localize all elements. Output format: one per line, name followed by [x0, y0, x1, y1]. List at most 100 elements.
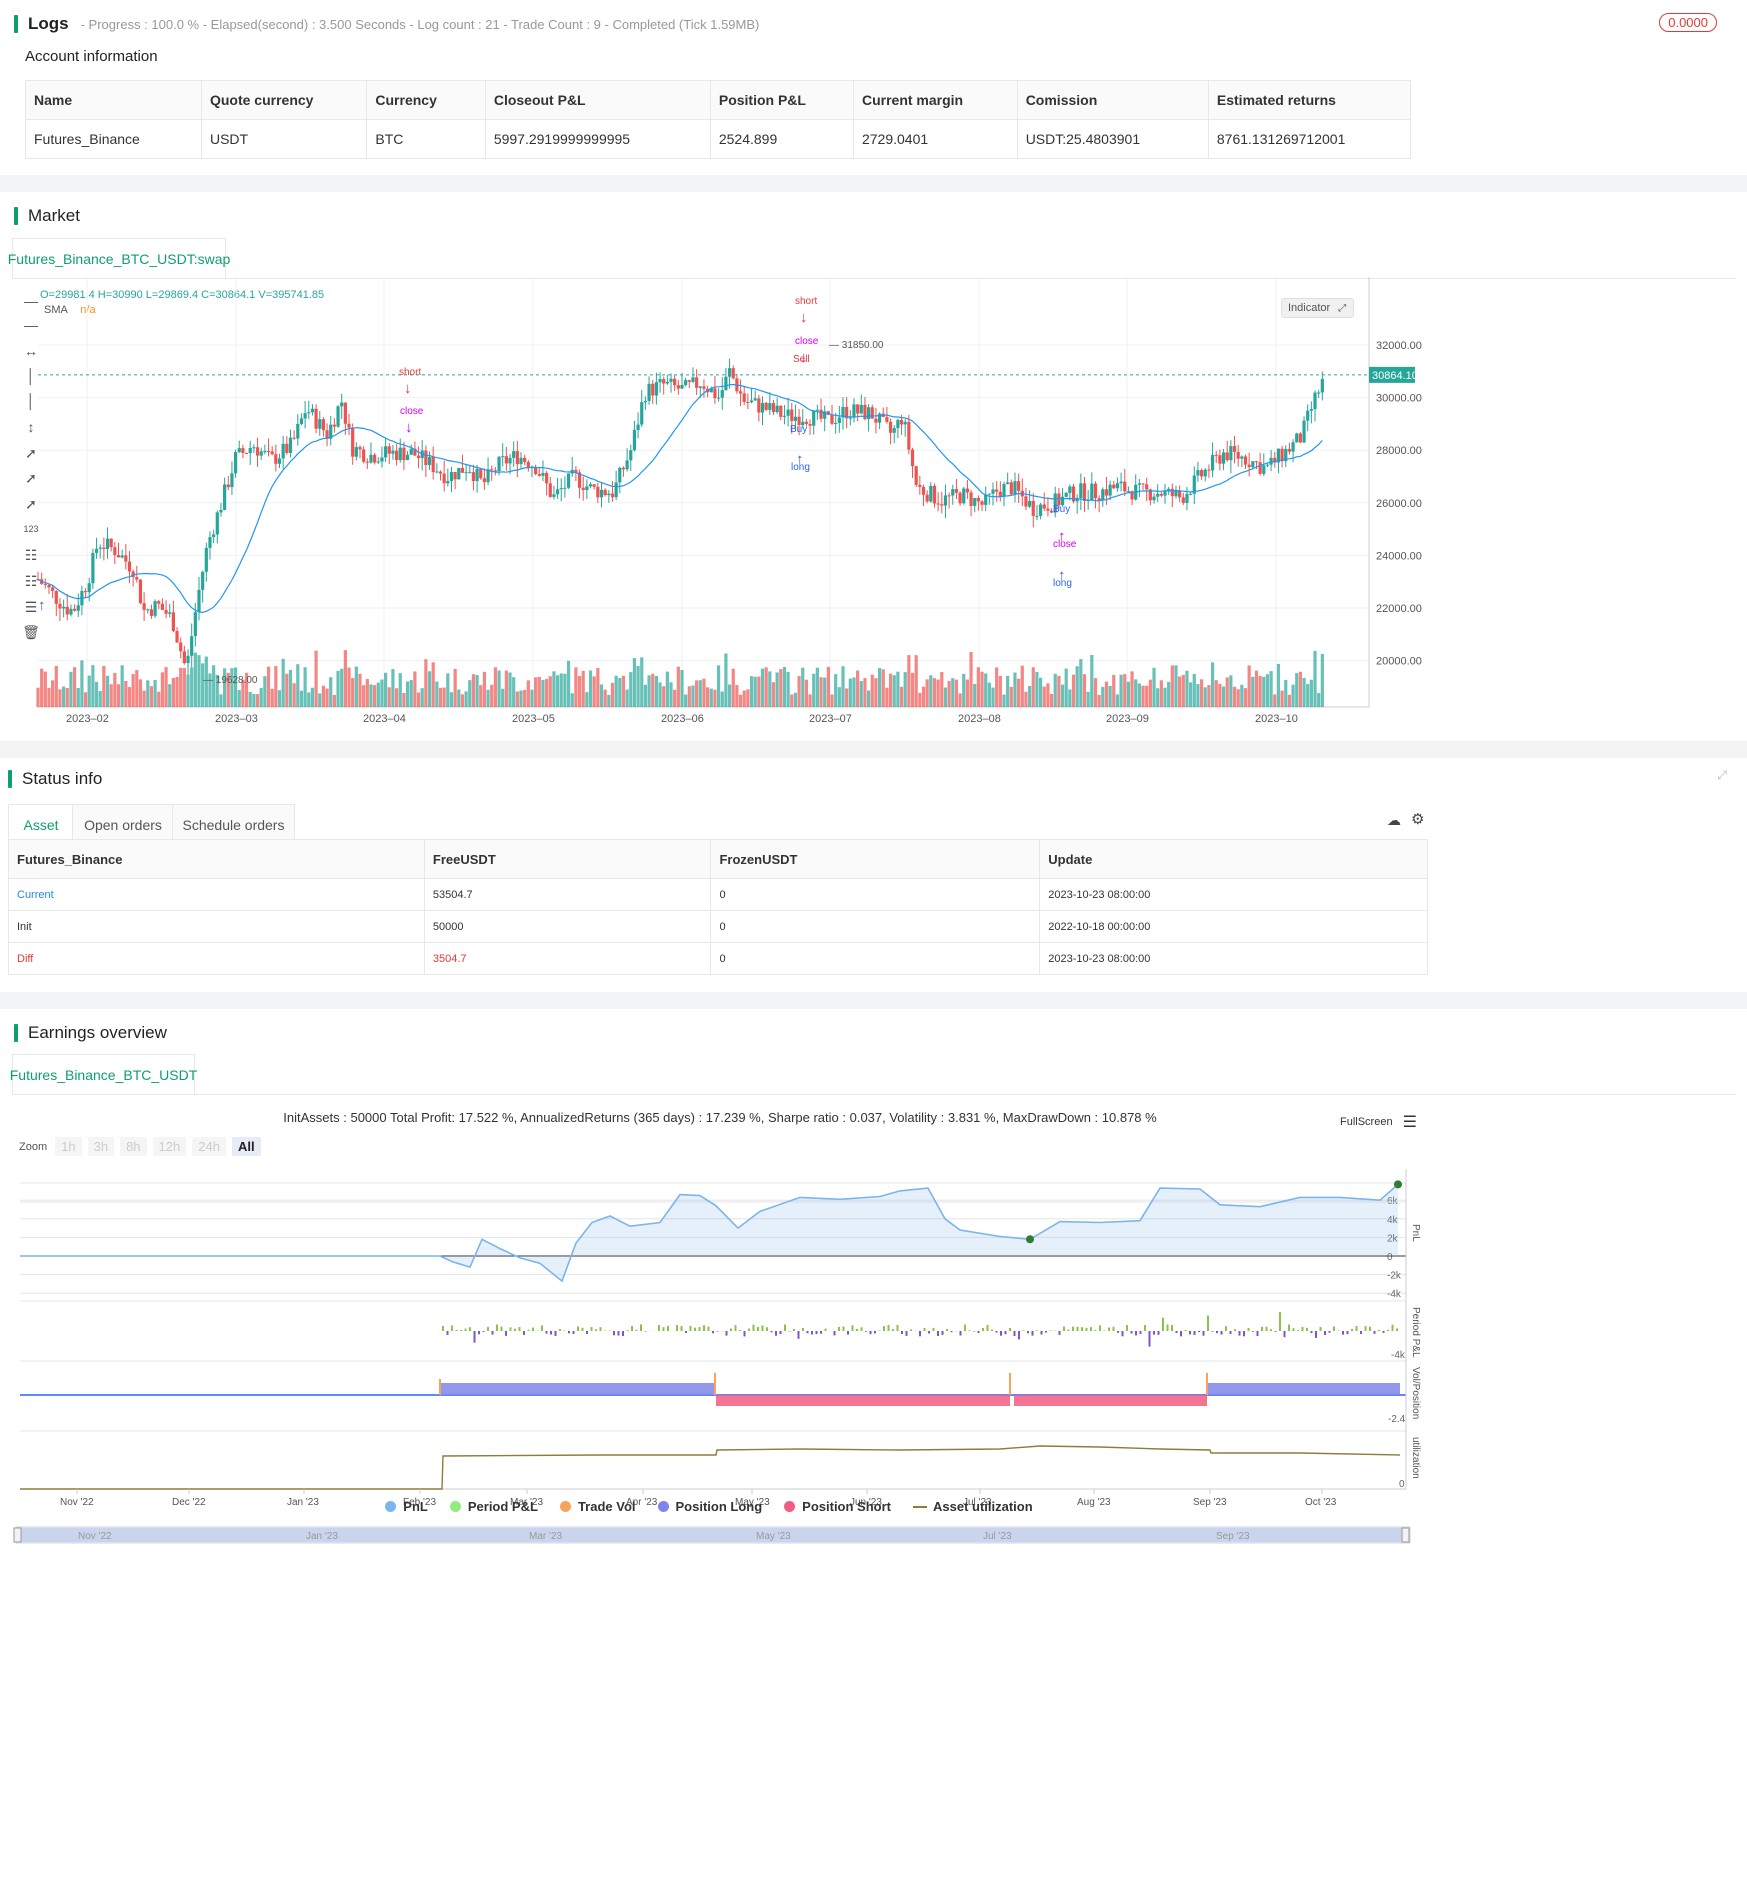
- asset-cell: 2023-10-23 08:00:00: [1039, 878, 1428, 911]
- extended-line-icon[interactable]: ↔: [24, 343, 38, 359]
- candle-body: [351, 427, 355, 457]
- candle-body: [1119, 481, 1123, 484]
- candle-body: [340, 402, 344, 407]
- candle-body: [874, 418, 878, 423]
- pnl-tick: 0: [1387, 1252, 1393, 1263]
- segment-icon[interactable]: ➚: [25, 496, 37, 512]
- legend-item[interactable]: Trade Vol: [559, 1499, 636, 1514]
- candle-body: [658, 379, 662, 383]
- tab-asset[interactable]: Asset: [8, 804, 74, 845]
- volume-bar: [1214, 680, 1218, 707]
- candle-body: [1167, 488, 1171, 491]
- period-bar: [1121, 1331, 1124, 1337]
- earnings-panel: Earnings overview Futures_Binance_BTC_US…: [0, 1009, 1747, 1899]
- candle-body: [303, 413, 307, 419]
- candle-body: [1306, 410, 1310, 421]
- candle-body: [69, 608, 73, 615]
- volume-bar: [757, 676, 761, 707]
- volume-bar: [607, 694, 611, 707]
- horizontal-ray-icon[interactable]: —: [24, 317, 38, 333]
- gear-icon[interactable]: ⚙: [1411, 811, 1425, 828]
- volume-bar: [354, 666, 358, 707]
- candle-body: [362, 449, 366, 462]
- candle-body: [468, 472, 472, 474]
- legend-item[interactable]: PnL: [385, 1499, 428, 1514]
- zoom-all[interactable]: All: [231, 1137, 261, 1156]
- period-bar: [446, 1331, 449, 1335]
- volume-bar: [654, 675, 658, 707]
- period-bar: [1301, 1326, 1304, 1331]
- tab-market-symbol[interactable]: Futures_Binance_BTC_USDT:swap: [8, 238, 230, 279]
- signal-label: short: [795, 296, 817, 307]
- zoom-24h[interactable]: 24h: [192, 1137, 226, 1156]
- period-bar: [1274, 1331, 1277, 1332]
- volume-bar: [1093, 678, 1098, 707]
- period-bar: [1261, 1326, 1263, 1331]
- fullscreen-button[interactable]: FullScreen ☰: [1340, 1112, 1417, 1132]
- candle-body: [592, 484, 596, 487]
- volume-bar: [925, 679, 929, 707]
- period-bar: [1369, 1326, 1371, 1331]
- candle-body: [1082, 483, 1087, 501]
- horizontal-line-icon[interactable]: —: [24, 293, 38, 309]
- asset-cell: 2023-10-23 08:00:00: [1039, 942, 1428, 975]
- volume-bar: [146, 680, 150, 707]
- candle-body: [929, 485, 933, 502]
- vertical-line-icon[interactable]: │: [26, 368, 36, 384]
- period-bar: [563, 1330, 566, 1331]
- price-range-icon[interactable]: 123: [23, 524, 39, 534]
- zoom-12h[interactable]: 12h: [152, 1137, 187, 1156]
- fib-icon[interactable]: ☷: [24, 573, 38, 589]
- tab-schedule-orders[interactable]: Schedule orders: [172, 804, 295, 845]
- volume-bar: [138, 679, 143, 707]
- volume-bar: [903, 672, 907, 707]
- legend-item[interactable]: Period P&L: [449, 1499, 538, 1514]
- candle-body: [877, 413, 882, 423]
- parallel-channel-icon[interactable]: ☷: [24, 547, 38, 563]
- candle-body: [153, 601, 157, 616]
- legend-item[interactable]: Position Short: [784, 1499, 891, 1514]
- zoom-3h[interactable]: 3h: [87, 1137, 115, 1156]
- ruler-icon[interactable]: ☰: [24, 599, 38, 615]
- volume-bar: [493, 667, 497, 707]
- candle-body: [270, 451, 274, 455]
- volume-bar: [965, 679, 970, 707]
- period-bar: [590, 1327, 593, 1331]
- x-tick-label: Jul '23: [963, 1497, 992, 1508]
- candle-body: [336, 406, 340, 427]
- volume-bar: [215, 674, 219, 707]
- candlestick-chart[interactable]: 32000.00 30000.00 28000.00 26000.00 24000.00…: [0, 192, 1440, 741]
- zoom-8h[interactable]: 8h: [120, 1137, 147, 1156]
- period-bar: [1036, 1330, 1038, 1331]
- candle-body: [1064, 492, 1068, 497]
- trash-icon[interactable]: 🗑: [22, 624, 40, 640]
- volume-bar: [102, 665, 106, 707]
- candle-body: [804, 421, 809, 424]
- indicator-button[interactable]: Indicator ⤢: [1281, 298, 1354, 318]
- legend-item[interactable]: Asset utilization: [913, 1499, 1033, 1514]
- candle-body: [318, 419, 322, 429]
- volume-bar: [1254, 670, 1259, 707]
- zoom-1h[interactable]: 1h: [55, 1137, 82, 1156]
- asset-cell: 0: [710, 878, 1041, 911]
- period-bar: [743, 1331, 746, 1337]
- menu-icon[interactable]: ☰: [1402, 1114, 1417, 1131]
- navigator-tick: Mar '23: [529, 1531, 562, 1542]
- volume-bar: [113, 672, 117, 707]
- candle-body: [343, 402, 347, 424]
- legend-item[interactable]: Position Long: [657, 1499, 762, 1514]
- cloud-icon[interactable]: ☁: [1387, 812, 1401, 828]
- collapse-icon[interactable]: ⤢: [1717, 768, 1727, 782]
- earnings-header: Earnings overview: [14, 1023, 167, 1043]
- vertical-extended-icon[interactable]: ↕: [27, 419, 35, 435]
- tab-earnings-symbol[interactable]: Futures_Binance_BTC_USDT: [10, 1054, 197, 1095]
- trend-line-icon[interactable]: ➚: [25, 445, 37, 461]
- ray-icon[interactable]: ➚: [25, 470, 37, 486]
- volume-bar: [1082, 674, 1087, 707]
- tab-open-orders[interactable]: Open orders: [72, 804, 174, 845]
- volume-bar: [808, 694, 812, 707]
- volume-bar: [223, 668, 227, 707]
- account-cell: 5997.2919999999995: [484, 119, 711, 159]
- vertical-ray-icon[interactable]: │: [26, 393, 36, 409]
